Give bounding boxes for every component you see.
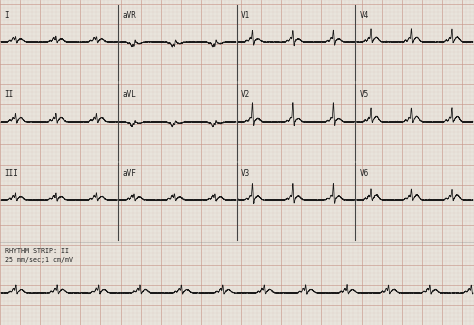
Text: aVF: aVF — [122, 169, 137, 178]
Text: aVL: aVL — [122, 90, 137, 99]
Text: V2: V2 — [241, 90, 250, 99]
Text: 25 mm/sec;1 cm/mV: 25 mm/sec;1 cm/mV — [5, 257, 73, 263]
Text: V3: V3 — [241, 169, 250, 178]
Text: V1: V1 — [241, 11, 250, 20]
Text: II: II — [4, 90, 13, 99]
Text: III: III — [4, 169, 18, 178]
Text: aVR: aVR — [122, 11, 137, 20]
Text: I: I — [4, 11, 9, 20]
Text: V4: V4 — [359, 11, 369, 20]
Text: V5: V5 — [359, 90, 369, 99]
Text: RHYTHM STRIP: II: RHYTHM STRIP: II — [5, 248, 69, 254]
Text: V6: V6 — [359, 169, 369, 178]
